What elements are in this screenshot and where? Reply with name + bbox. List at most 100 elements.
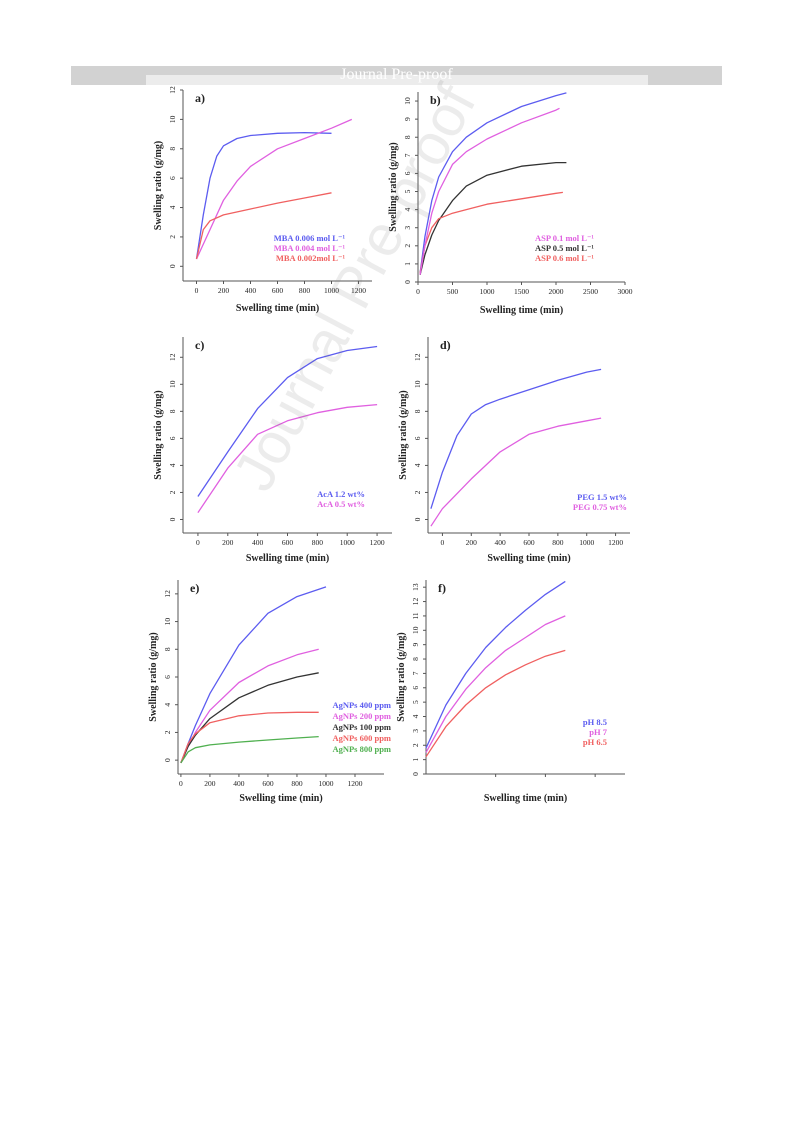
series-line-0	[195, 131, 332, 260]
x-axis-label: Swelling time (min)	[480, 305, 563, 316]
y-tick-label: 8	[413, 409, 422, 413]
x-tick-label: 3000	[618, 287, 633, 296]
x-tick-label: 1200	[608, 538, 623, 547]
series-line-0	[180, 586, 327, 764]
x-tick-label: 400	[233, 779, 245, 788]
y-tick-label: 12	[163, 590, 172, 598]
x-tick-label: 400	[245, 286, 257, 295]
y-tick-label: 10	[403, 97, 412, 105]
y-tick-label: 3	[403, 226, 412, 230]
y-tick-label: 8	[403, 135, 412, 139]
y-tick-label: 4	[163, 703, 172, 707]
x-tick-label: 1200	[351, 286, 366, 295]
chart-panel-d: 0 200 400 600 800 1000 1200 0 2 4 6 8 10 12 d) Swelling…	[398, 337, 630, 564]
y-tick-label: 6	[403, 171, 412, 175]
y-tick-label: 1	[403, 262, 412, 266]
y-tick-label: 2	[168, 490, 177, 494]
y-tick-label: 3	[411, 729, 420, 733]
series-line-1	[197, 403, 378, 514]
x-axis-label: Swelling time (min)	[246, 553, 329, 564]
y-tick-label: 10	[163, 618, 172, 626]
y-tick-label: 8	[168, 147, 177, 151]
y-tick-label: 2	[163, 730, 172, 734]
x-tick-label: 600	[282, 538, 294, 547]
y-tick-label: 10	[411, 626, 420, 634]
x-tick-label: 600	[523, 538, 535, 547]
series-line-2	[180, 672, 319, 764]
legend-entry: pH 7	[589, 727, 607, 737]
y-tick-label: 8	[163, 647, 172, 651]
x-tick-label: 200	[218, 286, 230, 295]
x-tick-label: 400	[495, 538, 507, 547]
y-axis-label: Swelling ratio (g/mg)	[148, 632, 159, 721]
x-tick-label: 0	[195, 286, 199, 295]
legend-entry: AgNPs 200 ppm	[332, 711, 391, 721]
header-banner-inner	[146, 75, 648, 85]
y-tick-label: 0	[168, 264, 177, 268]
x-tick-label: 200	[222, 538, 234, 547]
y-tick-label: 4	[403, 207, 412, 211]
legend-entry: ASP 0.5 mol L⁻¹	[535, 243, 594, 253]
y-tick-label: 8	[168, 409, 177, 413]
x-tick-label: 1000	[318, 779, 333, 788]
x-tick-label: 1000	[324, 286, 339, 295]
legend-entry: AgNPs 600 ppm	[332, 733, 391, 743]
series-line-0	[425, 580, 566, 749]
y-axis-label: Swelling ratio (g/mg)	[153, 390, 164, 479]
y-tick-label: 4	[413, 463, 422, 467]
x-tick-label: 200	[204, 779, 216, 788]
chart-panel-a: 0 200 400 600 800 1000 1200 0 2 4 6 8 10 12 a) Swelling…	[153, 86, 372, 314]
x-tick-label: 200	[466, 538, 478, 547]
y-tick-label: 6	[168, 176, 177, 180]
panel-label: a)	[195, 91, 205, 105]
y-tick-label: 11	[411, 612, 420, 619]
x-axis-label: Swelling time (min)	[239, 793, 322, 804]
y-tick-label: 13	[411, 583, 420, 591]
legend-entry: ASP 0.6 mol L⁻¹	[535, 253, 594, 263]
x-axis-label: Swelling time (min)	[487, 553, 570, 564]
legend-entry: MBA 0.002mol L⁻¹	[276, 253, 346, 263]
y-tick-label: 0	[163, 758, 172, 762]
x-tick-label: 0	[416, 287, 420, 296]
legend-entry: ASP 0.1 mol L⁻¹	[535, 233, 594, 243]
series-line-1	[430, 417, 602, 527]
series-line-1	[195, 118, 353, 260]
series-line-1	[425, 615, 566, 753]
x-tick-label: 0	[441, 538, 445, 547]
x-tick-label: 800	[312, 538, 324, 547]
series-line-0	[430, 368, 602, 509]
legend-entry: MBA 0.006 mol L⁻¹	[274, 233, 346, 243]
x-tick-label: 600	[262, 779, 274, 788]
series-line-4	[180, 735, 319, 764]
y-tick-label: 4	[168, 205, 177, 209]
chart-panel-e: 0 200 400 600 800 1000 1200 0 2 4 6 8 10 12 e) Swelling…	[148, 580, 391, 804]
series-line-2	[425, 649, 566, 758]
y-tick-label: 2	[413, 490, 422, 494]
x-tick-label: 800	[299, 286, 311, 295]
legend-entry: pH 6.5	[583, 737, 607, 747]
x-tick-label: 800	[552, 538, 564, 547]
x-tick-label: 2500	[583, 287, 598, 296]
y-tick-label: 1	[411, 758, 420, 762]
series-line-0	[419, 92, 567, 274]
y-tick-label: 6	[163, 675, 172, 679]
x-tick-label: 0	[196, 538, 200, 547]
y-tick-label: 12	[411, 598, 420, 606]
y-tick-label: 4	[168, 463, 177, 467]
y-tick-label: 12	[413, 353, 422, 361]
panel-label: f)	[438, 581, 446, 595]
legend-entry: AgNPs 100 ppm	[332, 722, 391, 732]
x-tick-label: 0	[179, 779, 183, 788]
legend-entry: AgNPs 800 ppm	[332, 744, 391, 754]
legend-entry: AcA 1.2 wt%	[317, 489, 365, 499]
legend-entry: MBA 0.004 mol L⁻¹	[274, 243, 346, 253]
x-tick-label: 400	[252, 538, 264, 547]
legend-entry: pH 8.5	[583, 717, 607, 727]
x-tick-label: 600	[272, 286, 284, 295]
x-tick-label: 500	[447, 287, 459, 296]
y-tick-label: 10	[413, 380, 422, 388]
series-line-3	[180, 711, 319, 764]
panel-label: d)	[440, 338, 451, 352]
y-tick-label: 5	[411, 700, 420, 704]
